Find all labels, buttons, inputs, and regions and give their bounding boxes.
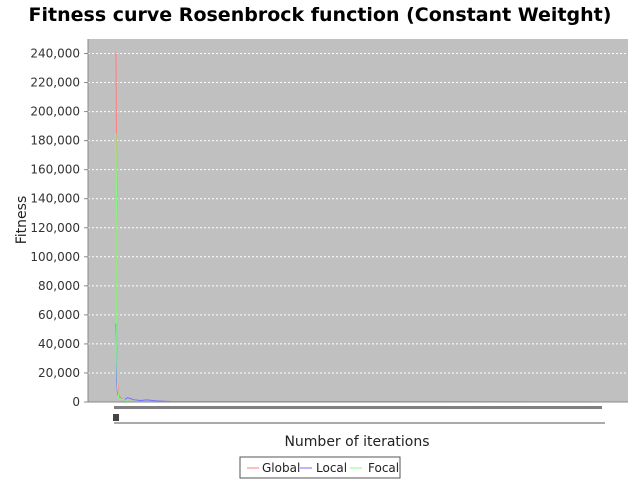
y-axis-label: Fitness [14, 196, 30, 245]
legend-box [239, 456, 401, 479]
x-axis-label: Number of iterations [284, 434, 429, 450]
x-tick-label-cluster [113, 414, 119, 421]
y-tick-label: 60,000 [38, 308, 80, 322]
y-tick-label: 0 [72, 395, 80, 409]
x-tick-band [114, 406, 602, 409]
y-tick-label: 80,000 [38, 279, 80, 293]
legend: Global Local Focal [239, 456, 401, 479]
legend-label-global: Global [262, 461, 300, 475]
y-tick-label: 240,000 [30, 47, 80, 61]
y-tick-label: 20,000 [38, 366, 80, 380]
y-axis-ticks: 0 20,000 40,000 60,000 80,000 100,000 120,000 1… [30, 47, 88, 409]
legend-label-focal: Focal [368, 461, 399, 475]
gridlines [88, 53, 628, 374]
series-line-local [115, 323, 601, 403]
legend-label-local: Local [316, 461, 347, 475]
y-tick-label: 200,000 [30, 105, 80, 119]
y-tick-label: 180,000 [30, 134, 80, 148]
y-tick-label: 100,000 [30, 250, 80, 264]
chart-title: Fitness curve Rosenbrock function (Const… [29, 4, 612, 26]
y-tick-label: 220,000 [30, 76, 80, 90]
plot-area [88, 39, 628, 402]
y-tick-label: 140,000 [30, 192, 80, 206]
y-tick-label: 40,000 [38, 337, 80, 351]
y-tick-label: 120,000 [30, 221, 80, 235]
y-tick-label: 160,000 [30, 163, 80, 177]
